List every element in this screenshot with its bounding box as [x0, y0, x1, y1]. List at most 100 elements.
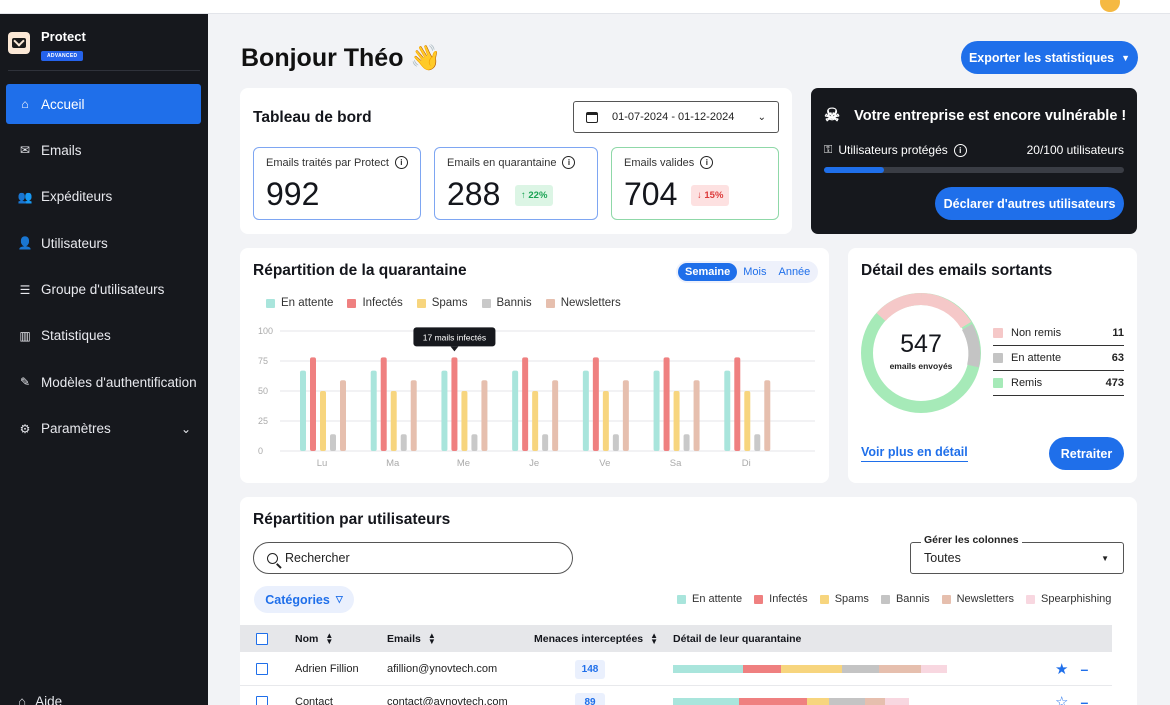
bar[interactable] [542, 434, 549, 451]
bar[interactable] [441, 370, 448, 451]
bar[interactable] [481, 380, 488, 451]
col-email[interactable]: Emails ▲ ▼ [387, 630, 436, 646]
bar[interactable] [471, 434, 478, 451]
bar[interactable] [552, 380, 559, 451]
bar[interactable] [340, 380, 346, 451]
sidebar-item-users-group[interactable]: 👥 Expéditeurs [6, 177, 201, 217]
vulnerability-card: ☠ Votre entreprise est encore vulnérable … [811, 88, 1137, 234]
quarantine-segment [842, 665, 879, 673]
brand-name: Protect [41, 29, 86, 44]
bar[interactable] [592, 357, 599, 451]
bar[interactable] [602, 391, 609, 451]
list-icon: ☰ [19, 282, 31, 297]
legend-item: Infectés [347, 297, 403, 309]
export-stats-button[interactable]: Exporter les statistiques ▼ [961, 41, 1138, 74]
columns-select[interactable]: Gérer les colonnes Toutes ▼ [910, 534, 1124, 574]
bar[interactable] [451, 357, 458, 451]
row-checkbox[interactable] [256, 696, 268, 705]
outgoing-legend: Non remis 11 En attente 63 Remis 473 [993, 321, 1124, 396]
columns-value: Toutes [924, 551, 961, 565]
see-more-link[interactable]: Voir plus en détail [861, 445, 968, 462]
star-outline-icon[interactable]: ☆ [1055, 694, 1069, 705]
x-tick-label: Je [529, 458, 539, 469]
bar[interactable] [300, 370, 306, 451]
bar[interactable] [622, 380, 629, 451]
legend-swatch [1026, 594, 1036, 604]
legend-label: Newsletters [560, 297, 621, 309]
minus-icon[interactable]: – [1080, 694, 1089, 705]
bar[interactable] [734, 357, 741, 451]
bar[interactable] [764, 380, 771, 451]
bar[interactable] [663, 357, 670, 451]
bar[interactable] [653, 370, 660, 451]
period-week[interactable]: Semaine [678, 263, 738, 281]
bar[interactable] [693, 380, 700, 451]
info-icon[interactable]: i [394, 156, 408, 169]
table-header: Nom ▲ ▼ Emails ▲ ▼ Menaces interceptées ▲ ▼ Dé… [240, 625, 1112, 652]
bar[interactable] [310, 357, 316, 451]
bar[interactable] [724, 370, 731, 451]
stat-label: Emails traités par Protect [266, 156, 389, 169]
user-avatar[interactable] [1100, 0, 1120, 12]
bar[interactable] [754, 434, 761, 451]
chevron-down-icon[interactable]: ⌄ [180, 421, 191, 436]
brand[interactable]: Protect ADVANCED [8, 30, 86, 62]
quarantine-segment [739, 698, 807, 705]
sidebar-item-gear[interactable]: ⚙ Paramètres ⌄ [6, 409, 201, 449]
legend-swatch [819, 594, 829, 604]
bar[interactable] [410, 380, 417, 451]
bar[interactable] [522, 357, 529, 451]
bar[interactable] [370, 370, 377, 451]
star-filled-icon[interactable]: ★ [1055, 661, 1069, 678]
y-tick-label: 25 [258, 416, 268, 426]
period-year[interactable]: Année [778, 266, 811, 278]
bar[interactable] [744, 391, 751, 451]
legend-item: Spearphishing [1026, 593, 1111, 605]
info-icon[interactable]: i [562, 156, 576, 169]
legend-item: En attente [266, 297, 333, 309]
dashboard-title: Tableau de bord [253, 109, 372, 126]
sidebar-item-help[interactable]: ⌂ Aide [18, 694, 62, 705]
bar[interactable] [612, 434, 619, 451]
bar[interactable] [320, 391, 326, 451]
col-name[interactable]: Nom ▲ ▼ [295, 630, 334, 646]
sort-icon: ▲ ▼ [427, 630, 436, 646]
bar[interactable] [380, 357, 387, 451]
sidebar-item-chart[interactable]: ▥ Statistiques [6, 316, 201, 356]
user-email: contact@aynovtech.com [387, 696, 508, 705]
table-row[interactable]: Contact contact@aynovtech.com 89 ☆ – [240, 686, 1112, 705]
legend-swatch [993, 328, 1003, 338]
bar[interactable] [673, 391, 680, 451]
search-input[interactable]: Rechercher [253, 542, 573, 574]
row-checkbox[interactable] [256, 663, 268, 675]
sidebar-item-home[interactable]: ⌂ Accueil [6, 84, 201, 124]
table-row[interactable]: Adrien Fillion afillion@ynovtech.com 148 ★ – [240, 653, 1112, 686]
quarantine-segment [879, 665, 921, 673]
minus-icon[interactable]: – [1080, 661, 1089, 677]
info-icon[interactable]: i [700, 156, 714, 169]
info-icon[interactable]: i [953, 143, 967, 157]
col-detail: Détail de leur quarantaine [673, 632, 802, 645]
bar[interactable] [400, 434, 407, 451]
users-card: Répartition par utilisateurs Rechercher … [240, 497, 1137, 705]
sidebar-item-list[interactable]: ☰ Groupe d'utilisateurs [6, 270, 201, 310]
select-all-checkbox[interactable] [256, 632, 268, 645]
bar[interactable] [683, 434, 690, 451]
sidebar-item-mail[interactable]: ✉ Emails [6, 130, 201, 170]
bar[interactable] [512, 370, 519, 451]
sidebar-item-user[interactable]: 👤 Utilisateurs [6, 223, 201, 263]
bar[interactable] [390, 391, 397, 451]
date-range-picker[interactable]: 01-07-2024 - 01-12-2024 ⌄ [573, 101, 779, 133]
sidebar-divider [8, 70, 200, 71]
sidebar-item-pen[interactable]: ✎ Modèles d'authentification [6, 362, 201, 402]
bar[interactable] [532, 391, 539, 451]
col-threats[interactable]: Menaces interceptées ▲ ▼ [534, 630, 659, 646]
bar[interactable] [461, 391, 468, 451]
legend-item: Spams [819, 593, 869, 605]
declare-users-button[interactable]: Déclarer d'autres utilisateurs [935, 187, 1124, 220]
bar[interactable] [582, 370, 589, 451]
retreat-button[interactable]: Retraiter [1049, 437, 1124, 470]
bar[interactable] [330, 434, 336, 451]
categories-button[interactable]: Catégories ▽ [254, 586, 354, 613]
period-month[interactable]: Mois [743, 266, 767, 278]
